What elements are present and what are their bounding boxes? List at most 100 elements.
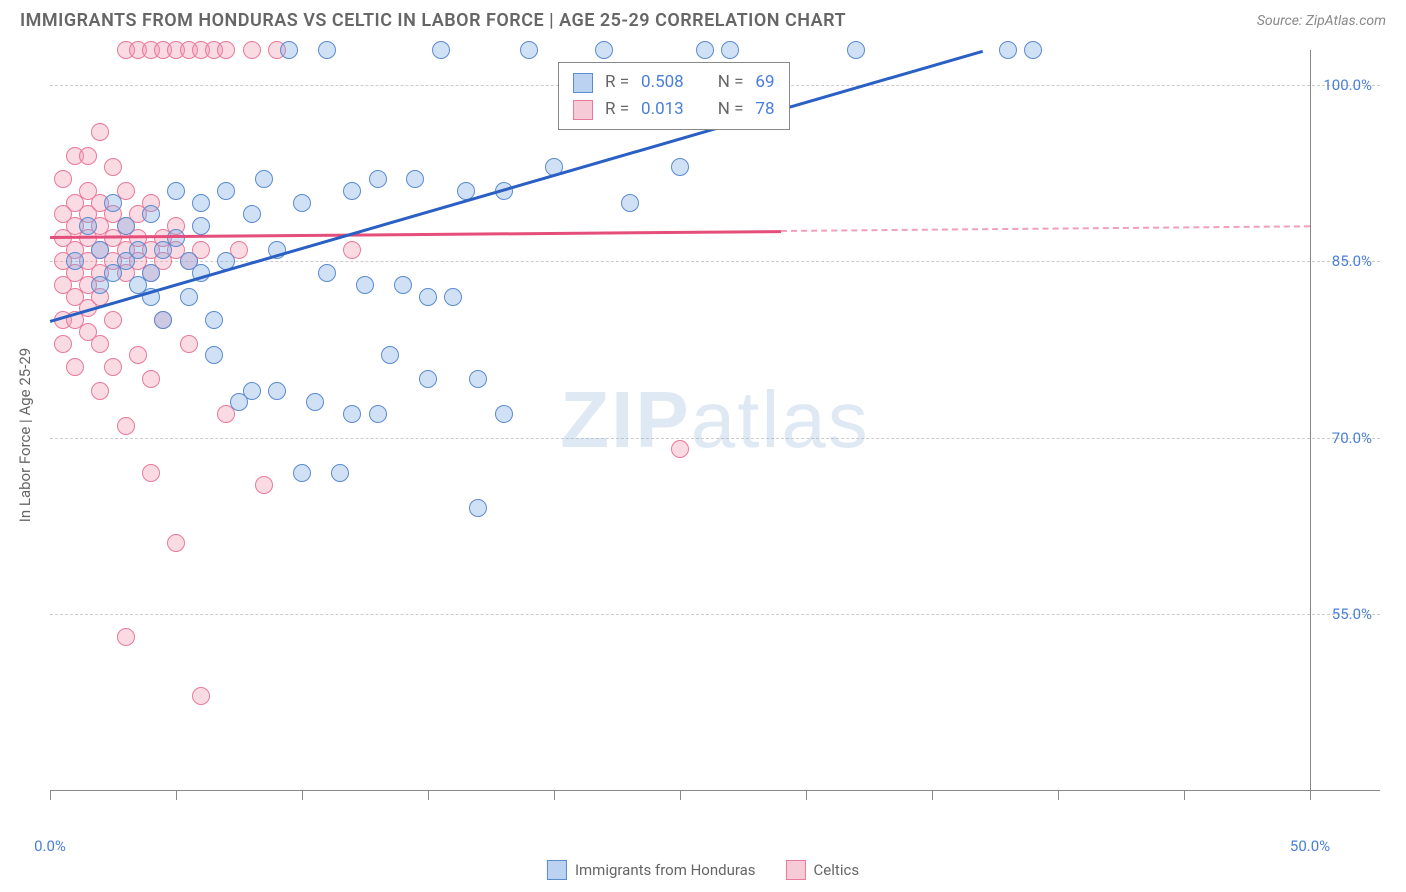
data-point: [318, 264, 336, 282]
y-tick-label: 85.0%: [1332, 252, 1372, 270]
data-point: [192, 194, 210, 212]
regression-line: [781, 225, 1310, 232]
x-tick: [1184, 790, 1185, 800]
legend-item-blue: Immigrants from Honduras: [547, 860, 756, 880]
data-point: [595, 41, 613, 59]
data-point: [66, 252, 84, 270]
data-point: [192, 217, 210, 235]
stats-box: R = 0.508 N = 69 R = 0.013 N = 78: [558, 62, 790, 130]
data-point: [180, 288, 198, 306]
data-point: [243, 205, 261, 223]
data-point: [356, 276, 374, 294]
data-point: [520, 41, 538, 59]
data-point: [142, 264, 160, 282]
r-value: 0.508: [641, 69, 684, 96]
data-point: [104, 311, 122, 329]
data-point: [406, 170, 424, 188]
data-point: [696, 41, 714, 59]
data-point: [142, 205, 160, 223]
data-point: [432, 41, 450, 59]
data-point: [419, 370, 437, 388]
data-point: [999, 41, 1017, 59]
legend-label: Immigrants from Honduras: [575, 861, 756, 879]
data-point: [243, 382, 261, 400]
header: IMMIGRANTS FROM HONDURAS VS CELTIC IN LA…: [0, 0, 1406, 36]
data-point: [117, 217, 135, 235]
x-tick-label: 0.0%: [34, 837, 66, 855]
data-point: [142, 464, 160, 482]
data-point: [280, 41, 298, 59]
data-point: [167, 229, 185, 247]
x-tick: [176, 790, 177, 800]
data-point: [343, 241, 361, 259]
data-point: [104, 194, 122, 212]
swatch-blue: [573, 73, 593, 93]
gridline: [50, 614, 1380, 615]
data-point: [91, 123, 109, 141]
data-point: [671, 440, 689, 458]
data-point: [293, 194, 311, 212]
data-point: [54, 335, 72, 353]
stats-row-pink: R = 0.013 N = 78: [573, 96, 775, 123]
data-point: [343, 182, 361, 200]
data-point: [343, 405, 361, 423]
data-point: [129, 241, 147, 259]
data-point: [91, 382, 109, 400]
data-point: [167, 182, 185, 200]
stats-row-blue: R = 0.508 N = 69: [573, 69, 775, 96]
data-point: [54, 170, 72, 188]
data-point: [318, 41, 336, 59]
x-tick: [932, 790, 933, 800]
data-point: [79, 217, 97, 235]
data-point: [91, 241, 109, 259]
x-tick: [302, 790, 303, 800]
data-point: [217, 182, 235, 200]
legend: Immigrants from Honduras Celtics: [547, 860, 859, 880]
data-point: [66, 358, 84, 376]
data-point: [621, 194, 639, 212]
data-point: [671, 158, 689, 176]
data-point: [117, 417, 135, 435]
r-label: R =: [605, 96, 629, 123]
legend-swatch-blue: [547, 860, 567, 880]
data-point: [293, 464, 311, 482]
n-value: 69: [755, 69, 774, 96]
r-value: 0.013: [641, 96, 684, 123]
chart-area: In Labor Force | Age 25-29 55.0%70.0%85.…: [50, 50, 1380, 820]
data-point: [104, 158, 122, 176]
data-point: [255, 476, 273, 494]
legend-swatch-pink: [786, 860, 806, 880]
data-point: [419, 288, 437, 306]
data-point: [369, 170, 387, 188]
y-tick-label: 55.0%: [1332, 605, 1372, 623]
data-point: [394, 276, 412, 294]
data-point: [243, 41, 261, 59]
data-point: [205, 346, 223, 364]
scatter-plot: 55.0%70.0%85.0%100.0%0.0%50.0%: [50, 50, 1380, 820]
data-point: [255, 170, 273, 188]
n-label: N =: [718, 69, 744, 96]
x-tick: [1058, 790, 1059, 800]
data-point: [847, 41, 865, 59]
data-point: [217, 41, 235, 59]
legend-item-pink: Celtics: [786, 860, 860, 880]
data-point: [192, 687, 210, 705]
data-point: [205, 311, 223, 329]
data-point: [167, 534, 185, 552]
y-tick-label: 100.0%: [1323, 76, 1372, 94]
legend-label: Celtics: [814, 861, 860, 879]
data-point: [331, 464, 349, 482]
y-axis-label: In Labor Force | Age 25-29: [16, 348, 34, 522]
data-point: [268, 382, 286, 400]
data-point: [129, 346, 147, 364]
x-tick: [1310, 790, 1311, 800]
x-tick: [50, 790, 51, 800]
source-attribution: Source: ZipAtlas.com: [1257, 13, 1386, 29]
data-point: [117, 628, 135, 646]
n-value: 78: [755, 96, 774, 123]
n-label: N =: [718, 96, 744, 123]
data-point: [142, 370, 160, 388]
regression-line: [50, 50, 983, 323]
data-point: [91, 335, 109, 353]
data-point: [180, 335, 198, 353]
